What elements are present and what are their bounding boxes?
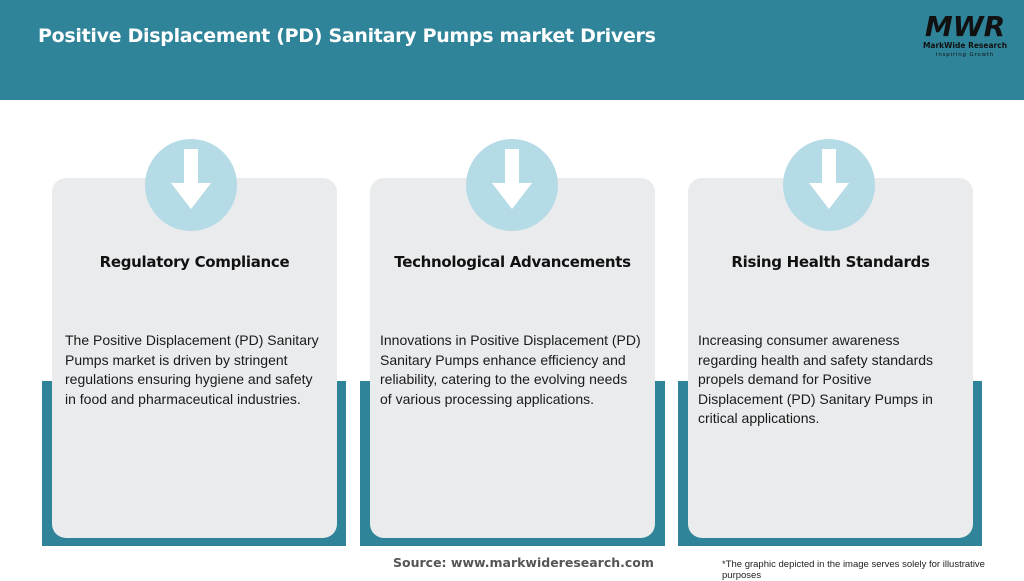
header-banner: Positive Displacement (PD) Sanitary Pump… — [0, 0, 1024, 100]
markwide-research-logo: MWR MarkWide Research Inspiring Growth — [923, 10, 1007, 58]
arrow-down-icon — [171, 149, 211, 209]
svg-text:MWR: MWR — [925, 10, 1005, 43]
card-title: Technological Advancements — [394, 253, 631, 271]
icon-circle-2 — [466, 139, 558, 231]
card-title: Regulatory Compliance — [99, 253, 290, 271]
disclaimer-note: *The graphic depicted in the image serve… — [722, 559, 985, 581]
card-description: The Positive Displacement (PD) Sanitary … — [65, 332, 319, 407]
driver-card-regulatory-compliance — [52, 178, 337, 538]
icon-circle-3 — [783, 139, 875, 231]
arrow-down-icon — [809, 149, 849, 209]
arrow-down-icon — [492, 149, 532, 209]
card-title: Rising Health Standards — [731, 253, 930, 271]
svg-text:Inspiring Growth: Inspiring Growth — [936, 52, 994, 58]
driver-card-technological-advancements — [370, 178, 655, 538]
driver-card-rising-health-standards — [688, 178, 973, 538]
card-description: Increasing consumer awareness regarding … — [698, 332, 934, 426]
svg-text:MarkWide Research: MarkWide Research — [923, 41, 1007, 50]
source-text: Source: www.markwideresearch.com — [393, 555, 654, 570]
page-title: Positive Displacement (PD) Sanitary Pump… — [38, 25, 656, 47]
card-description: Innovations in Positive Displacement (PD… — [380, 332, 641, 407]
icon-circle-1 — [145, 139, 237, 231]
